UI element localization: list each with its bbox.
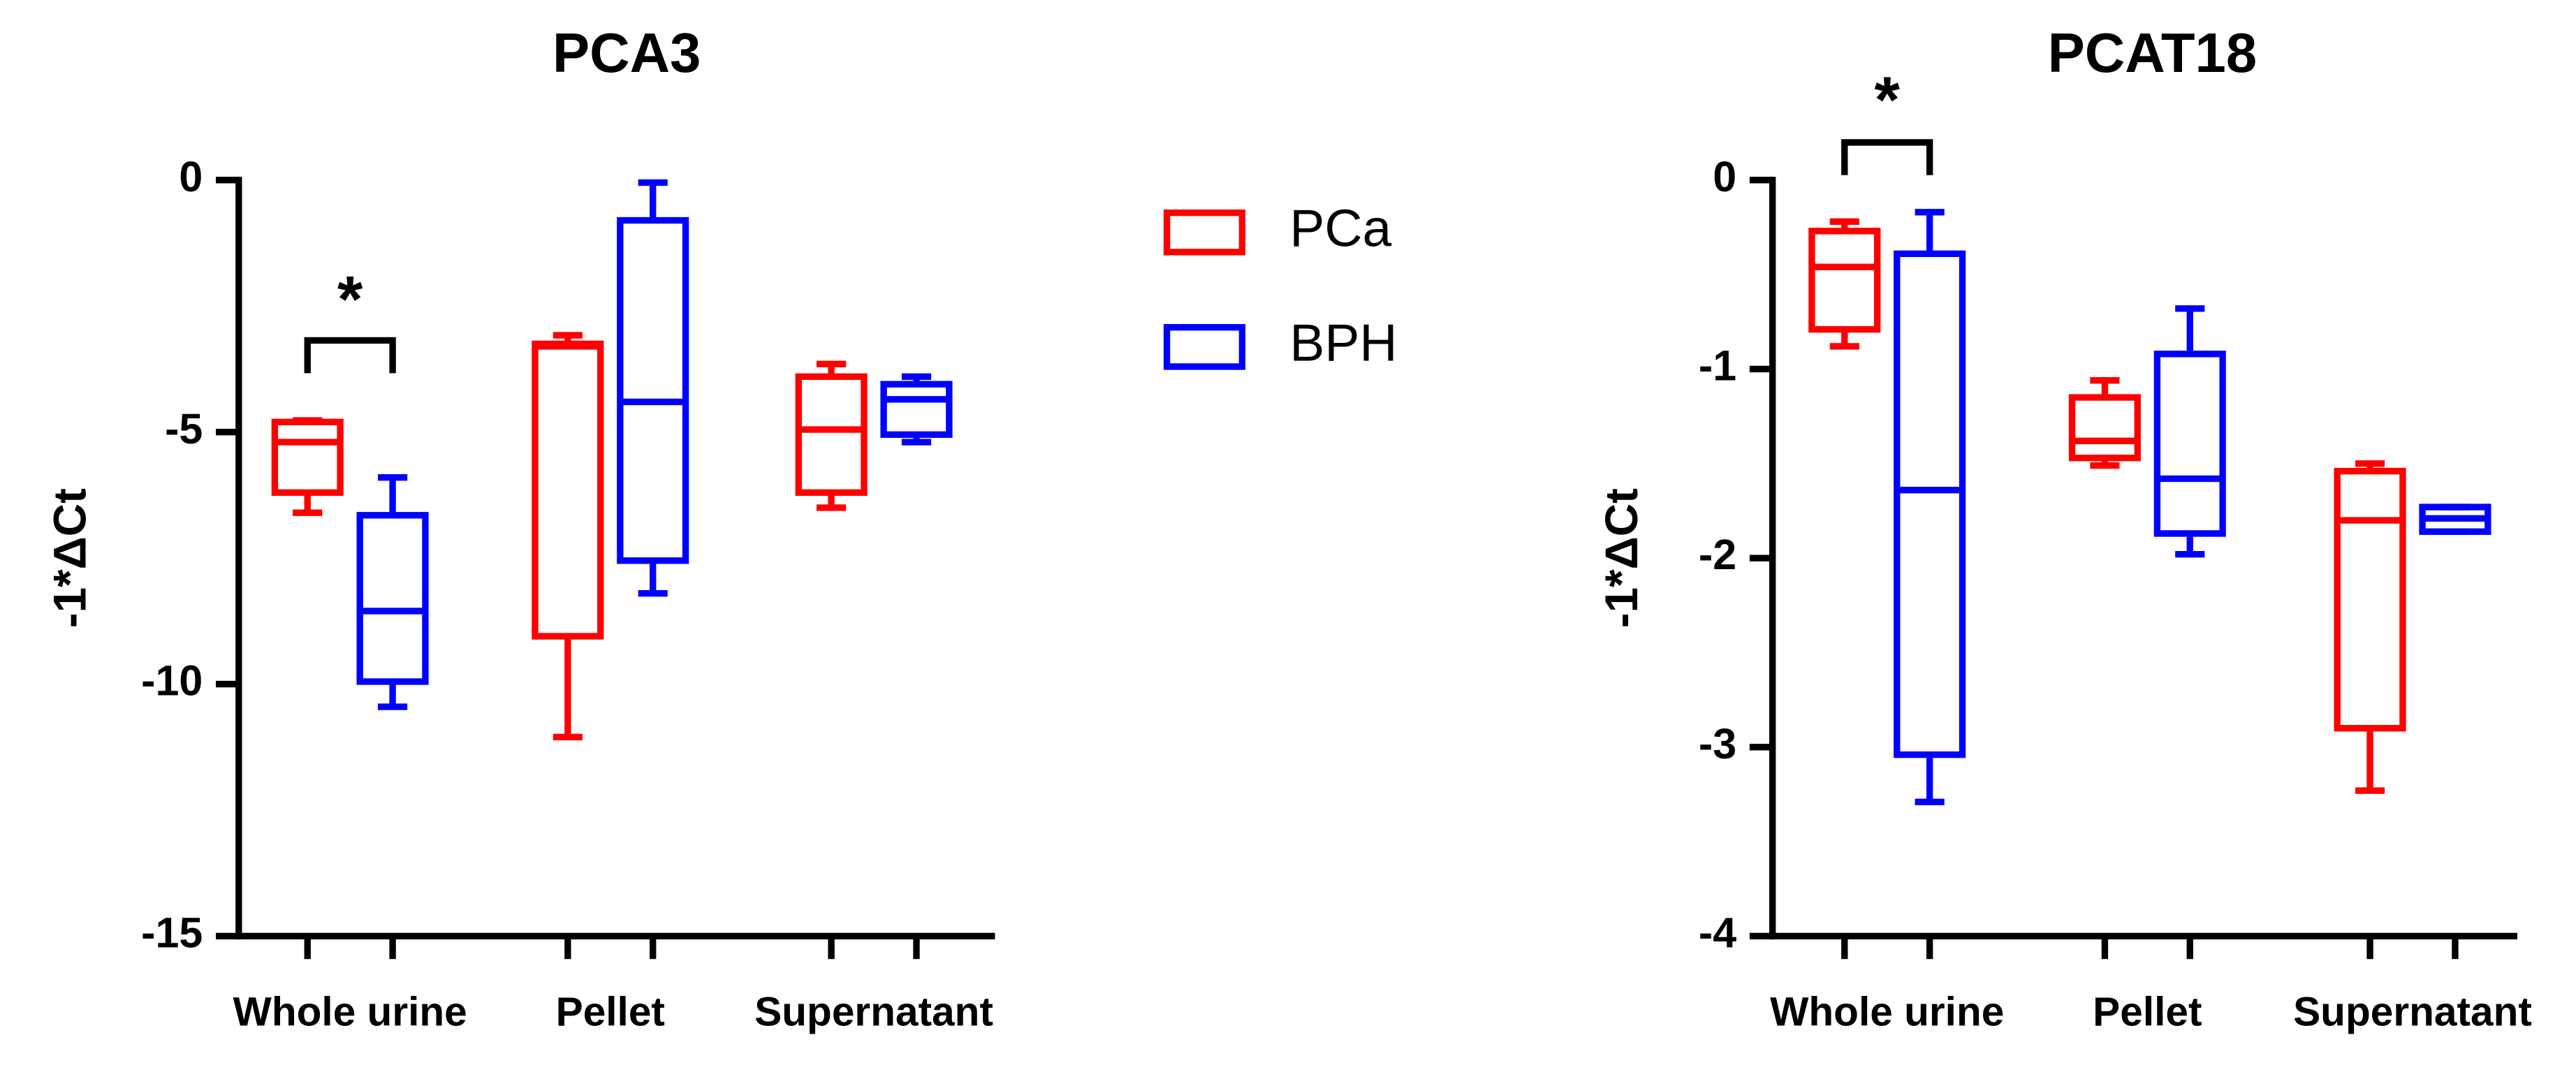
- y-axis-label: -1*ΔCt: [1596, 488, 1647, 628]
- x-tick-label: Whole urine: [233, 989, 467, 1034]
- y-tick-label: 0: [179, 153, 203, 200]
- legend-swatch: [1163, 209, 1246, 256]
- legend-swatch: [1163, 324, 1246, 370]
- x-tick-label: Pellet: [556, 989, 665, 1034]
- significance-label: *: [1874, 63, 1900, 136]
- box: [795, 373, 868, 496]
- box: [1894, 250, 1966, 758]
- significance-bracket: [304, 337, 396, 374]
- x-tick-label: Whole urine: [1770, 989, 2004, 1034]
- y-tick-label: -2: [1699, 531, 1736, 578]
- y-tick-label: -1: [1699, 342, 1736, 390]
- legend-label: PCa: [1289, 199, 1391, 258]
- y-tick-label: -3: [1699, 720, 1736, 768]
- box: [1808, 228, 1881, 333]
- x-tick-label: Pellet: [2093, 989, 2202, 1034]
- y-tick-label: -10: [141, 657, 203, 705]
- box: [2334, 467, 2406, 732]
- y-axis-label: -1*ΔCt: [44, 488, 95, 628]
- box: [2068, 394, 2141, 462]
- box: [532, 340, 604, 640]
- x-tick-label: Supernatant: [2293, 989, 2532, 1034]
- significance-label: *: [337, 263, 363, 336]
- significance-bracket: [1841, 139, 1933, 175]
- y-tick-label: -4: [1699, 909, 1736, 957]
- chart-title: PCA3: [552, 22, 701, 84]
- legend-label: BPH: [1289, 314, 1397, 372]
- y-tick-label: -15: [141, 909, 203, 957]
- x-tick-label: Supernatant: [754, 989, 993, 1034]
- y-tick-label: -5: [165, 405, 203, 453]
- chart-title: PCAT18: [2048, 22, 2257, 84]
- box: [617, 216, 689, 564]
- y-tick-label: 0: [1713, 153, 1736, 200]
- box: [880, 381, 953, 438]
- box: [356, 512, 429, 685]
- box: [271, 418, 344, 496]
- box: [2153, 351, 2226, 537]
